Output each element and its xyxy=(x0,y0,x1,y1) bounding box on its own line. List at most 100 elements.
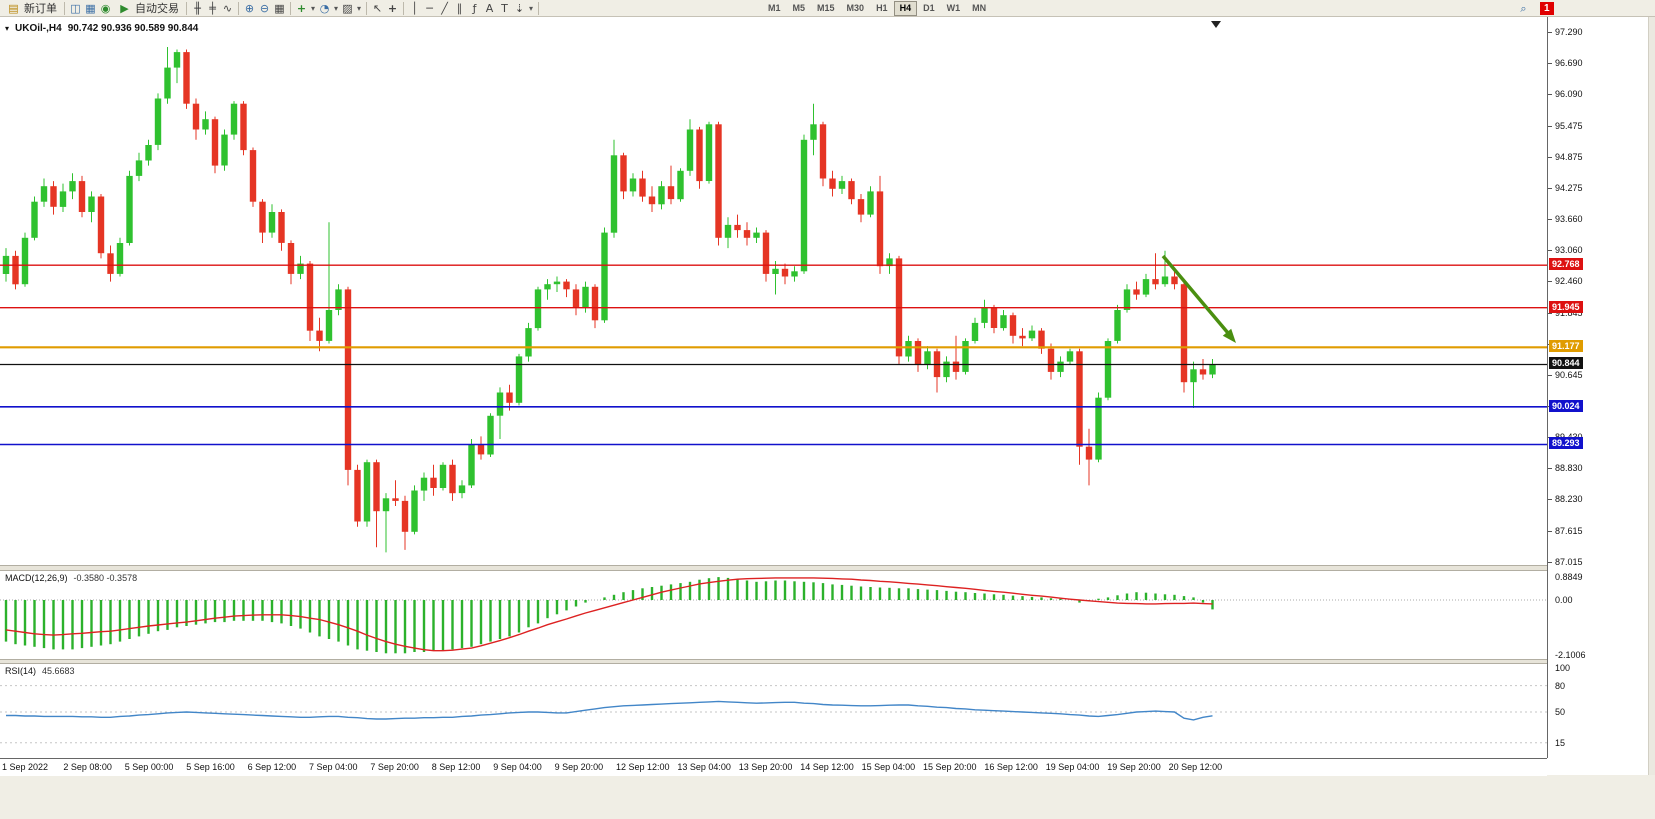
toolbar-separator xyxy=(366,1,367,15)
price-axis-tickmark xyxy=(1548,187,1552,189)
macd-scale-label: 0.8849 xyxy=(1555,571,1583,582)
symbol-header: ▾ UKOil-,H4 90.742 90.936 90.589 90.844 xyxy=(5,23,198,34)
time-axis-label: 1 Sep 2022 xyxy=(2,762,49,772)
fibonacci-tool-icon[interactable]: ƒ xyxy=(472,1,477,15)
symbol-dropdown-icon[interactable]: ▾ xyxy=(5,24,10,33)
price-axis-label: 92.460 xyxy=(1555,276,1583,287)
trendline-tool-icon[interactable]: ╱ xyxy=(441,1,448,15)
price-axis-label: 89.430 xyxy=(1555,432,1583,442)
price-axis-label: 96.090 xyxy=(1555,88,1583,99)
price-level-tag: 89.293 xyxy=(1549,437,1583,450)
price-axis-label: 87.015 xyxy=(1555,556,1583,567)
horizontal-line-tool-icon[interactable]: ─ xyxy=(426,1,433,15)
price-axis-tickmark xyxy=(1548,374,1552,376)
arrows-tool-icon[interactable]: ⇣ xyxy=(514,1,525,15)
vertical-scrollbar[interactable] xyxy=(1648,17,1655,775)
arrows-caret-icon[interactable]: ▾ xyxy=(528,3,533,13)
price-axis[interactable]: 97.290 96.690 96.090 95.475 94.875 94.275 93.6… xyxy=(1547,17,1649,758)
channel-tool-icon[interactable]: ∥ xyxy=(456,1,463,15)
price-axis-label: 96.690 xyxy=(1555,57,1583,68)
search-icon[interactable]: ⌕ xyxy=(1520,2,1527,15)
zoom-out-icon[interactable]: ⊖ xyxy=(259,1,270,15)
price-axis-label: 88.830 xyxy=(1555,463,1583,474)
price-axis-tickmark xyxy=(1548,531,1552,533)
auto-trading-play-icon: ▶ xyxy=(120,1,129,15)
time-axis-label: 2 Sep 08:00 xyxy=(63,762,112,772)
templates-icon[interactable]: ▨ xyxy=(342,1,353,15)
candlestick-chart[interactable] xyxy=(0,17,1547,565)
price-axis-label: 90.645 xyxy=(1555,369,1583,380)
time-axis-label: 14 Sep 12:00 xyxy=(800,762,854,772)
time-axis-label: 19 Sep 04:00 xyxy=(1045,762,1100,772)
market-watch-icon[interactable]: ▦ xyxy=(85,1,96,15)
timeframe-H4[interactable]: H4 xyxy=(893,0,918,16)
indicators-caret-icon[interactable]: ▾ xyxy=(310,3,315,13)
time-axis-label: 9 Sep 04:00 xyxy=(493,762,542,772)
price-axis-label: 95.475 xyxy=(1555,120,1583,131)
zoom-in-icon[interactable]: ⊕ xyxy=(244,1,255,15)
trend-arrow-head xyxy=(1222,328,1236,343)
charts-window-icon[interactable]: ◫ xyxy=(70,1,81,15)
price-axis-label: 97.290 xyxy=(1555,27,1583,37)
periods-caret-icon[interactable]: ▾ xyxy=(333,3,338,13)
price-axis-tickmark xyxy=(1548,156,1552,158)
auto-trading-button[interactable]: ▶ 自动交易 xyxy=(113,1,183,16)
trend-arrow-annotation[interactable] xyxy=(1161,254,1230,335)
text-label-tool-icon[interactable]: T xyxy=(501,1,508,15)
price-axis-label: 94.275 xyxy=(1555,182,1583,193)
crosshair-icon[interactable]: + xyxy=(387,1,398,15)
toolbar-separator xyxy=(64,1,65,15)
candlestick-chart-icon[interactable]: ╪ xyxy=(209,1,216,15)
auto-trading-label: 自动交易 xyxy=(135,3,179,15)
timeframe-H1[interactable]: H1 xyxy=(876,2,888,13)
rsi-label: RSI(14) 45.6683 xyxy=(5,666,75,676)
cursor-icon[interactable]: ↖ xyxy=(372,1,383,15)
time-axis-label: 5 Sep 00:00 xyxy=(124,762,174,772)
line-chart-icon[interactable]: ∿ xyxy=(222,1,233,15)
timeframe-M1[interactable]: M1 xyxy=(768,2,781,13)
tile-windows-icon[interactable]: ▦ xyxy=(274,1,285,15)
rsi-indicator-chart[interactable] xyxy=(0,664,1547,758)
panel-splitter[interactable] xyxy=(0,565,1655,571)
chart-shift-marker[interactable] xyxy=(1211,21,1221,28)
toolbar-separator xyxy=(290,1,291,15)
time-axis-label: 13 Sep 20:00 xyxy=(738,762,793,772)
price-axis-tickmark xyxy=(1548,561,1552,563)
timeframe-W1[interactable]: W1 xyxy=(946,2,961,13)
new-order-icon: ▤ xyxy=(8,1,19,15)
rsi-line xyxy=(6,700,1213,721)
rsi-scale-label: 100 xyxy=(1555,663,1571,673)
price-axis-tickmark xyxy=(1548,281,1552,283)
signals-icon[interactable]: ◉ xyxy=(100,1,111,15)
timeframe-M15[interactable]: M15 xyxy=(817,2,835,13)
symbol-label: UKOil-,H4 xyxy=(15,23,62,34)
price-axis-tickmark xyxy=(1548,250,1552,252)
periods-clock-icon[interactable]: ◔ xyxy=(319,1,330,15)
bars-chart-icon[interactable]: ╫ xyxy=(194,1,201,15)
macd-indicator-chart[interactable] xyxy=(0,571,1547,659)
time-axis[interactable]: 1 Sep 2022 2 Sep 08:00 5 Sep 00:00 5 Sep 16… xyxy=(0,758,1547,776)
price-axis-tickmark xyxy=(1548,93,1552,95)
timeframe-M5[interactable]: M5 xyxy=(792,2,806,13)
rsi-scale-label: 50 xyxy=(1555,707,1566,717)
timeframe-MN[interactable]: MN xyxy=(972,2,987,13)
timeframe-D1[interactable]: D1 xyxy=(923,2,935,13)
time-axis-label: 9 Sep 20:00 xyxy=(554,762,604,772)
price-axis-tickmark xyxy=(1548,468,1552,470)
text-tool-icon[interactable]: A xyxy=(485,1,494,15)
current-price-tag: 90.844 xyxy=(1549,357,1583,370)
vertical-line-tool-icon[interactable]: │ xyxy=(411,1,418,15)
indicators-add-icon[interactable]: + xyxy=(296,1,307,15)
price-axis-tickmark xyxy=(1548,62,1552,64)
notification-badge[interactable]: 1 xyxy=(1540,2,1554,15)
macd-signal-line xyxy=(5,577,1213,652)
new-order-button[interactable]: ▤ 新订单 xyxy=(2,1,61,16)
panel-splitter[interactable] xyxy=(0,659,1655,664)
timeframe-M30[interactable]: M30 xyxy=(846,2,865,13)
macd-label: MACD(12,26,9) -0.3580 -0.3578 xyxy=(5,573,138,583)
timeframe-toolbar: M1 M5 M15 M30 H1 H4 D1 W1 MN xyxy=(762,0,992,16)
time-axis-label: 15 Sep 20:00 xyxy=(923,762,977,772)
price-level-tag: 92.768 xyxy=(1549,258,1583,271)
templates-caret-icon[interactable]: ▾ xyxy=(356,3,361,13)
